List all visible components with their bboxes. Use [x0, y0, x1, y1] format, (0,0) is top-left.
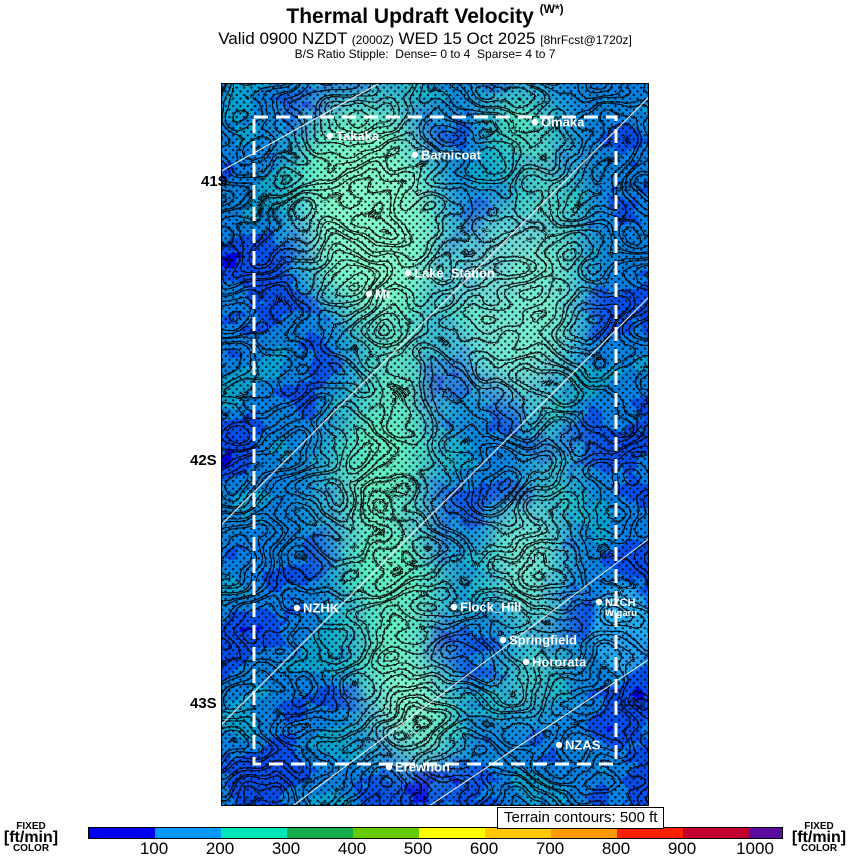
- svg-text:Lake_Station: Lake_Station: [414, 266, 495, 281]
- svg-text:Mt: Mt: [375, 287, 391, 302]
- svg-text:NZHK: NZHK: [303, 601, 340, 616]
- svg-text:Flock_Hill: Flock_Hill: [460, 600, 521, 615]
- svg-text:Wigaru: Wigaru: [605, 608, 637, 619]
- svg-text:Omaka: Omaka: [541, 115, 585, 130]
- svg-text:Barnicoat: Barnicoat: [421, 148, 482, 163]
- svg-text:Hororata: Hororata: [532, 655, 587, 670]
- svg-text:Erewhon: Erewhon: [395, 760, 450, 775]
- svg-text:NZAS: NZAS: [565, 738, 601, 753]
- svg-text:Springfield: Springfield: [509, 633, 577, 648]
- svg-text:Takaka: Takaka: [336, 129, 380, 144]
